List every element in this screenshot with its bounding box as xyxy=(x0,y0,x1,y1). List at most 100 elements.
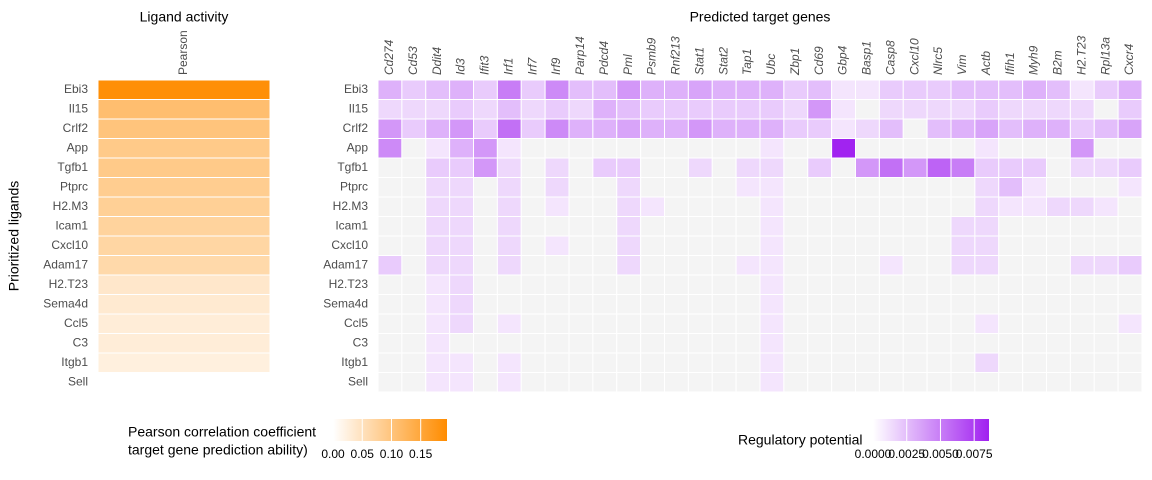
heatmap-cell xyxy=(950,274,976,295)
heatmap-cell xyxy=(544,99,570,120)
row-label: Itgb1 xyxy=(61,355,88,369)
heatmap-cell xyxy=(807,118,833,139)
heatmap-cell xyxy=(783,352,809,373)
column-label: Irf1 xyxy=(501,58,515,75)
heatmap-cell xyxy=(902,138,928,159)
heatmap-cell xyxy=(926,79,952,100)
heatmap-cell xyxy=(998,138,1024,159)
heatmap-cell xyxy=(401,196,427,217)
heatmap-cell xyxy=(687,196,713,217)
heatmap-cell xyxy=(687,177,713,198)
heatmap-cell xyxy=(783,177,809,198)
heatmap-cell xyxy=(926,333,952,354)
heatmap-cell xyxy=(425,118,451,139)
heatmap-cell xyxy=(1093,333,1119,354)
heatmap-cell xyxy=(831,333,856,354)
heatmap-cell xyxy=(664,79,689,100)
heatmap-cell xyxy=(401,79,427,100)
column-label: Actb xyxy=(979,51,993,76)
panel-title: Ligand activity xyxy=(140,9,229,25)
heatmap-cell xyxy=(520,255,546,276)
heatmap-cell xyxy=(97,235,271,256)
heatmap-cell xyxy=(759,99,785,120)
heatmap-cell xyxy=(425,313,451,334)
heatmap-cell xyxy=(831,274,856,295)
heatmap-cell xyxy=(926,372,952,393)
heatmap-cell xyxy=(640,333,665,354)
heatmap-cell xyxy=(687,118,713,139)
column-label: Nlrc5 xyxy=(931,47,945,75)
heatmap-cell xyxy=(401,138,427,159)
heatmap-cell xyxy=(401,255,427,276)
heatmap-cell xyxy=(377,313,403,334)
heatmap-cell xyxy=(902,177,928,198)
heatmap-cell xyxy=(902,372,928,393)
heatmap-cell xyxy=(1093,294,1119,315)
heatmap-cell xyxy=(759,177,785,198)
heatmap-cell xyxy=(902,352,928,373)
legend-tick-label: 0.15 xyxy=(409,447,433,461)
heatmap-cell xyxy=(97,294,271,315)
heatmap-cell xyxy=(902,118,928,139)
heatmap-cell xyxy=(807,313,833,334)
heatmap-cell xyxy=(616,274,642,295)
heatmap-cell xyxy=(425,333,451,354)
heatmap-cell xyxy=(831,255,856,276)
heatmap-cell xyxy=(425,255,451,276)
heatmap-cell xyxy=(687,235,713,256)
heatmap-cell xyxy=(950,118,976,139)
heatmap-cell xyxy=(855,99,880,120)
heatmap-cell xyxy=(711,235,737,256)
heatmap-cell xyxy=(783,216,809,237)
heatmap-cell xyxy=(735,372,761,393)
heatmap-cell xyxy=(711,177,737,198)
heatmap-cell xyxy=(616,99,642,120)
heatmap-cell xyxy=(831,216,856,237)
row-label: H2.M3 xyxy=(333,199,369,213)
heatmap-cell xyxy=(807,157,833,178)
heatmap-cell xyxy=(783,313,809,334)
column-label: Cd69 xyxy=(812,46,826,75)
heatmap-cell xyxy=(640,352,665,373)
panel-title: Predicted target genes xyxy=(690,9,831,25)
heatmap-cell xyxy=(473,157,498,178)
heatmap-cell xyxy=(735,157,761,178)
heatmap-cell xyxy=(902,294,928,315)
heatmap-cell xyxy=(520,138,546,159)
heatmap-cell xyxy=(544,79,570,100)
row-label: Icam1 xyxy=(55,218,88,232)
heatmap-cell xyxy=(473,294,498,315)
heatmap-cell xyxy=(568,352,594,373)
heatmap-cell xyxy=(807,235,833,256)
heatmap-cell xyxy=(974,235,1000,256)
column-label: Rnf213 xyxy=(669,36,683,75)
heatmap-cell xyxy=(401,216,427,237)
heatmap-cell xyxy=(616,235,642,256)
heatmap-cell xyxy=(902,235,928,256)
heatmap-cell xyxy=(1069,177,1095,198)
heatmap-cell xyxy=(1069,313,1095,334)
heatmap-cell xyxy=(401,294,427,315)
heatmap-cell xyxy=(616,216,642,237)
heatmap-cell xyxy=(473,352,498,373)
heatmap-cell xyxy=(1093,352,1119,373)
heatmap-cell xyxy=(592,255,618,276)
heatmap-cell xyxy=(616,372,642,393)
heatmap-cell xyxy=(401,333,427,354)
heatmap-cell xyxy=(1046,118,1071,139)
column-label: Zbp1 xyxy=(788,48,802,76)
heatmap-cell xyxy=(1069,79,1095,100)
heatmap-cell xyxy=(97,352,271,373)
row-label: App xyxy=(67,140,89,154)
row-label: C3 xyxy=(353,335,369,349)
heatmap-cell xyxy=(998,118,1024,139)
heatmap-cell xyxy=(544,372,570,393)
heatmap-cell xyxy=(544,196,570,217)
heatmap-cell xyxy=(520,313,546,334)
heatmap-cell xyxy=(1046,216,1071,237)
heatmap-cell xyxy=(759,138,785,159)
heatmap-cell xyxy=(1069,352,1095,373)
heatmap-cell xyxy=(783,99,809,120)
heatmap-cell xyxy=(1117,235,1143,256)
heatmap-cell xyxy=(1046,99,1071,120)
